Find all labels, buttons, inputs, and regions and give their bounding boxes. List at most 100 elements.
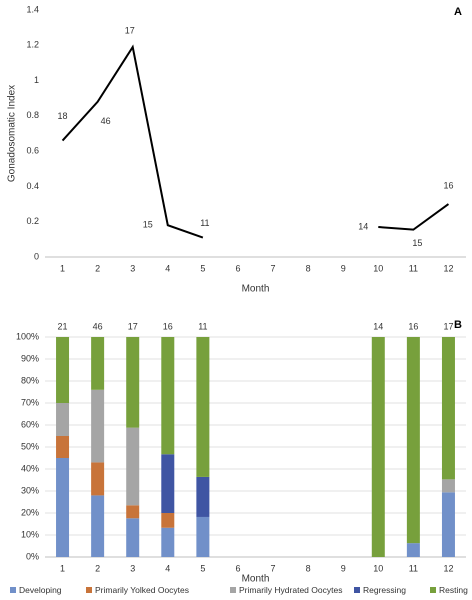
- x-tick-label: 9: [341, 563, 346, 573]
- y-tick-label: 20%: [21, 507, 39, 517]
- bar-segment: [91, 337, 105, 390]
- y-tick-label: 50%: [21, 441, 39, 451]
- x-tick-label: 4: [165, 263, 170, 273]
- bar-segment: [161, 337, 175, 455]
- x-tick-label: 3: [130, 263, 135, 273]
- legend-swatch: [354, 587, 360, 593]
- x-tick-label: 2: [95, 263, 100, 273]
- bar-segment: [56, 403, 70, 436]
- bar-segment: [91, 495, 105, 557]
- bar-segment: [441, 479, 455, 493]
- legend-label: Regressing: [363, 585, 406, 595]
- legend-label: Resting: [439, 585, 468, 595]
- bar-segment: [126, 505, 140, 519]
- sample-size-label: 15: [143, 220, 153, 230]
- bar-segment: [56, 436, 70, 458]
- x-tick-label: 3: [130, 563, 135, 573]
- sample-size-label: 46: [101, 116, 111, 126]
- x-tick-label: 11: [409, 263, 418, 273]
- bar-segment: [56, 337, 70, 403]
- panel-label: B: [454, 319, 462, 331]
- legend-swatch: [430, 587, 436, 593]
- x-tick-label: 1: [60, 263, 65, 273]
- legend-label: Primarily Yolked Oocytes: [95, 585, 189, 595]
- y-tick-label: 80%: [21, 375, 39, 385]
- y-tick-label: 60%: [21, 419, 39, 429]
- y-tick-label: 30%: [21, 485, 39, 495]
- y-tick-label: 1.2: [26, 40, 39, 50]
- bar-segment: [406, 337, 420, 544]
- legend-label: Primarily Hydrated Oocytes: [239, 585, 342, 595]
- bar-segment: [196, 476, 210, 517]
- bar-segment: [441, 337, 455, 480]
- sample-size-label: 16: [408, 321, 418, 331]
- y-tick-label: 90%: [21, 353, 39, 363]
- y-tick-label: 1.4: [26, 4, 39, 14]
- y-tick-label: 0.6: [26, 146, 39, 156]
- x-tick-label: 10: [373, 263, 383, 273]
- x-tick-label: 6: [235, 563, 240, 573]
- y-tick-label: 70%: [21, 397, 39, 407]
- x-tick-label: 10: [373, 563, 383, 573]
- bar-segment: [126, 518, 140, 557]
- y-tick-label: 0%: [26, 551, 39, 561]
- x-tick-label: 9: [341, 263, 346, 273]
- x-tick-label: 5: [200, 263, 205, 273]
- legend-swatch: [230, 587, 236, 593]
- x-tick-label: 12: [443, 263, 453, 273]
- sample-size-label: 16: [163, 321, 173, 331]
- x-axis-label: Month: [242, 284, 270, 295]
- y-tick-label: 40%: [21, 463, 39, 473]
- bar-segment: [91, 389, 105, 463]
- x-tick-label: 1: [60, 563, 65, 573]
- y-tick-label: 10%: [21, 529, 39, 539]
- bar-segment: [56, 458, 70, 557]
- sample-size-label: 18: [58, 111, 68, 121]
- y-tick-label: 0.2: [26, 216, 39, 226]
- x-tick-label: 12: [443, 563, 453, 573]
- legend-swatch: [10, 587, 16, 593]
- sample-size-label: 14: [358, 221, 368, 231]
- sample-size-label: 21: [58, 321, 68, 331]
- x-tick-label: 5: [200, 563, 205, 573]
- sample-size-label: 17: [125, 25, 135, 35]
- bar-segment: [441, 492, 455, 557]
- line-series: [378, 203, 450, 231]
- sample-size-label: 17: [443, 321, 453, 331]
- x-tick-label: 7: [271, 263, 276, 273]
- x-tick-label: 8: [306, 263, 311, 273]
- sample-size-label: 11: [198, 321, 207, 331]
- bar-segment: [91, 462, 105, 496]
- bar-segment: [371, 337, 385, 557]
- sample-size-label: 46: [93, 321, 103, 331]
- x-axis-label: Month: [242, 574, 270, 585]
- bar-segment: [196, 337, 210, 477]
- y-tick-label: 1: [34, 75, 39, 85]
- sample-size-label: 11: [200, 218, 209, 228]
- y-tick-label: 0: [34, 251, 39, 261]
- bar-segment: [406, 543, 420, 557]
- legend-label: Developing: [19, 585, 62, 595]
- panel-label: A: [454, 6, 462, 18]
- legend-swatch: [86, 587, 92, 593]
- bar-segment: [161, 454, 175, 513]
- y-tick-label: 100%: [16, 331, 39, 341]
- x-tick-label: 8: [306, 563, 311, 573]
- x-tick-label: 4: [165, 563, 170, 573]
- x-tick-label: 11: [409, 563, 418, 573]
- bar-segment: [196, 516, 210, 557]
- y-axis-label: Gonadosomatic Index: [7, 85, 18, 182]
- y-tick-label: 0.8: [26, 110, 39, 120]
- line-series: [61, 44, 204, 239]
- y-tick-label: 0.4: [26, 181, 39, 191]
- bar-segment: [126, 427, 140, 506]
- sample-size-label: 17: [128, 321, 138, 331]
- sample-size-label: 14: [373, 321, 383, 331]
- sample-size-label: 15: [412, 238, 422, 248]
- x-tick-label: 7: [271, 563, 276, 573]
- sample-size-label: 16: [443, 180, 453, 190]
- x-tick-label: 6: [235, 263, 240, 273]
- bar-segment: [126, 337, 140, 428]
- x-tick-label: 2: [95, 563, 100, 573]
